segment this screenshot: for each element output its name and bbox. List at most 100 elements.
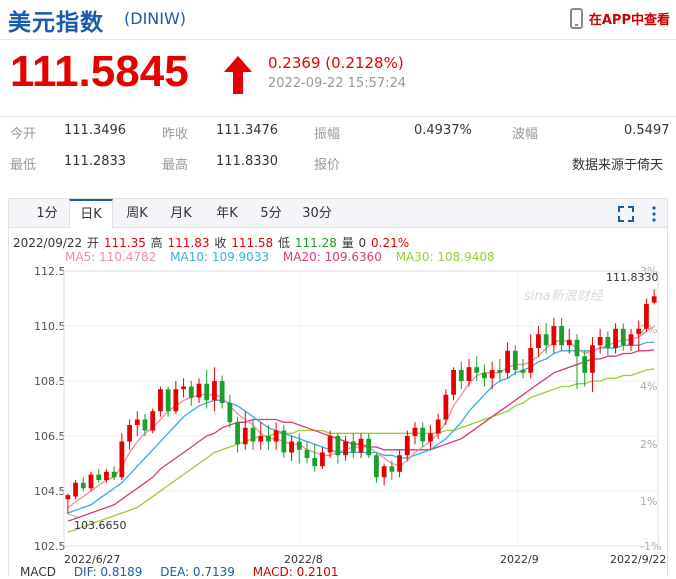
candle-body xyxy=(520,370,526,373)
candle-body xyxy=(528,348,534,373)
stat-value-range: 0.5497 xyxy=(624,123,670,138)
ohlc-low: 111.28 xyxy=(294,236,337,250)
stats-row-1: 今开 111.3496 昨收 111.3476 振幅 0.4937% 波幅 0.… xyxy=(0,116,676,146)
candle-body xyxy=(134,419,140,425)
candle-body xyxy=(381,466,387,478)
candle-body xyxy=(389,466,395,472)
open-in-app-link[interactable]: 在APP中查看 xyxy=(569,6,670,30)
candle-body xyxy=(304,449,310,458)
x-tick-label: 2022/9/22 xyxy=(610,553,666,566)
candle-body xyxy=(482,372,487,379)
phone-icon xyxy=(569,7,583,29)
candle-body xyxy=(289,441,294,453)
page-title: 美元指数 xyxy=(8,10,104,36)
candle-body xyxy=(590,345,595,373)
tab-yearly-k[interactable]: 年K xyxy=(216,206,238,221)
candle-body xyxy=(65,495,71,500)
data-source-text: 数据来源于倚天 xyxy=(572,158,664,173)
candle-body xyxy=(173,389,179,412)
candle-body xyxy=(374,455,379,478)
price-change: 0.2369 (0.2128%) xyxy=(268,54,404,72)
fullscreen-icon[interactable] xyxy=(617,205,635,223)
candle-body xyxy=(111,471,117,478)
chart-panel: 1分 日K 周K 月K 年K 5分 30分 2022/09/22 开 111.3… xyxy=(8,198,668,577)
tab-monthly-k[interactable]: 月K xyxy=(170,206,192,221)
more-options-icon[interactable] xyxy=(645,205,663,223)
candle-body xyxy=(605,337,611,348)
candle-body xyxy=(312,458,318,467)
candle-body xyxy=(343,441,348,456)
candle-body xyxy=(512,350,518,370)
period-tabbar: 1分 日K 周K 月K 年K 5分 30分 xyxy=(9,198,667,229)
stat-label-amplitude: 振幅 xyxy=(314,127,341,142)
header-bar: 美元指数 (DINIW) 在APP中查看 xyxy=(0,0,676,40)
candle-body xyxy=(613,328,618,348)
ohlc-close: 111.58 xyxy=(231,236,274,250)
stat-value-prev-close: 111.3476 xyxy=(216,123,279,138)
pct-tick-label: 4% xyxy=(640,380,657,393)
stat-label-prev-close: 昨收 xyxy=(162,127,189,142)
candle-body xyxy=(281,430,287,453)
pct-tick-label: 2% xyxy=(640,438,657,451)
candle-body xyxy=(489,370,495,379)
y-tick-label: 106.5 xyxy=(34,430,66,443)
ma10-value: MA10: 109.9033 xyxy=(170,250,270,264)
macd-dea: DEA: 0.7139 xyxy=(160,565,235,579)
ohlc-low-label: 低 xyxy=(278,236,291,250)
pct-tick-label: 1% xyxy=(640,495,657,508)
stat-label-high: 最高 xyxy=(162,158,189,173)
min-label: 103.6650 xyxy=(74,519,127,532)
candle-body xyxy=(181,386,186,390)
stat-value-high: 111.8330 xyxy=(216,154,279,169)
candle-body xyxy=(266,436,271,442)
y-tick-label: 104.5 xyxy=(34,485,66,498)
candle-body xyxy=(119,441,125,478)
tab-5min[interactable]: 5分 xyxy=(260,206,282,221)
candle-body xyxy=(88,474,94,489)
min-pointer xyxy=(67,513,81,519)
candle-body xyxy=(273,430,279,442)
symbol-code: (DINIW) xyxy=(124,9,187,28)
tab-weekly-k[interactable]: 周K xyxy=(126,206,148,221)
ma30-value: MA30: 108.9408 xyxy=(395,250,495,264)
candle-body xyxy=(435,419,441,434)
ohlc-vol: 0 xyxy=(358,236,367,250)
candle-body xyxy=(242,427,248,445)
candle-body xyxy=(466,367,472,381)
candle-body xyxy=(628,334,634,346)
tab-30min[interactable]: 30分 xyxy=(302,206,332,221)
candle-body xyxy=(420,427,426,442)
tab-1min[interactable]: 1分 xyxy=(36,206,58,221)
macd-label: MACD xyxy=(20,565,56,579)
x-tick-label: 2022/9 xyxy=(500,553,539,566)
tab-daily-k[interactable]: 日K xyxy=(69,199,113,229)
y-tick-label: 102.5 xyxy=(34,540,66,553)
candle-body xyxy=(219,381,225,403)
candle-body xyxy=(636,328,642,335)
candle-body xyxy=(644,304,649,329)
candle-body xyxy=(320,452,325,467)
candle-body xyxy=(559,326,564,346)
candle-body xyxy=(536,334,541,348)
ohlc-close-label: 收 xyxy=(214,236,227,250)
candle-body xyxy=(505,350,510,373)
ohlc-high-label: 高 xyxy=(150,236,163,250)
candle-body xyxy=(212,381,217,401)
stats-row-2: 最低 111.2833 最高 111.8330 报价 数据来源于倚天 xyxy=(0,148,676,178)
candle-body xyxy=(227,403,233,423)
ohlc-vol-label: 量 xyxy=(341,236,354,250)
quote-timestamp: 2022-09-22 15:57:24 xyxy=(268,76,407,91)
candle-body xyxy=(296,441,302,450)
ohlc-open-label: 开 xyxy=(87,236,100,250)
candle-body xyxy=(412,427,418,436)
candle-body xyxy=(188,386,194,398)
stat-value-amplitude: 0.4937% xyxy=(414,123,472,138)
macd-value: MACD: 0.2101 xyxy=(252,565,339,579)
ma-legend: MA5: 110.4782 MA10: 109.9033 MA20: 109.6… xyxy=(65,250,505,264)
candle-body xyxy=(451,370,456,395)
candle-body xyxy=(597,337,603,346)
candle-body xyxy=(582,356,588,373)
watermark: sina新浪财经 xyxy=(524,288,605,304)
candle-body xyxy=(574,339,580,357)
